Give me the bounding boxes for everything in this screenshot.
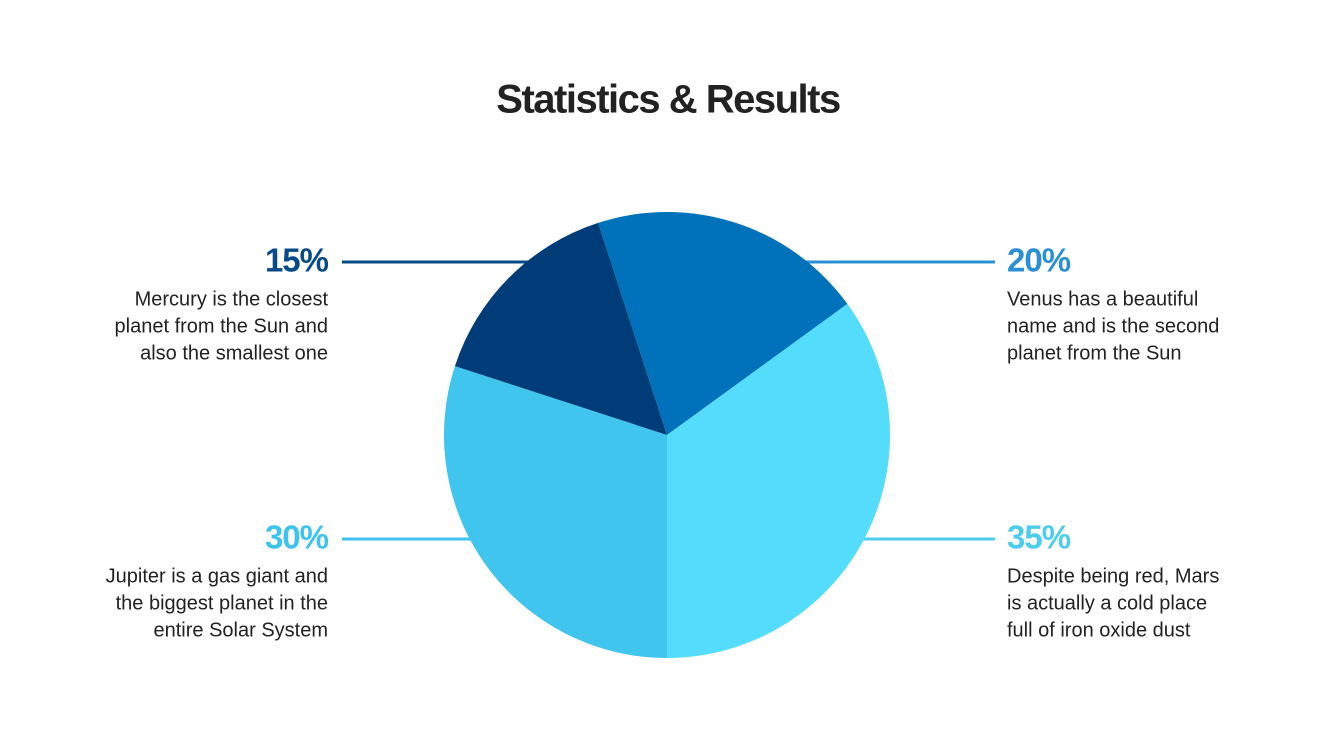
description: Venus has a beautiful: [1007, 288, 1198, 310]
labels: 20% Venus has a beautiful name and is the …: [106, 242, 1220, 642]
description: name and is the second: [1007, 315, 1219, 337]
value-label: 30%: [265, 519, 329, 556]
description: full of iron oxide dust: [1007, 619, 1191, 641]
description: Mercury is the closest: [135, 288, 329, 310]
value-label: 15%: [265, 242, 329, 279]
description: entire Solar System: [153, 619, 328, 641]
description: Despite being red, Mars: [1007, 565, 1219, 587]
pie: [443, 212, 891, 658]
pie-slice: [443, 366, 667, 658]
pie-slice: [598, 212, 848, 435]
pie-slice: [454, 222, 667, 435]
description: planet from the Sun and: [115, 315, 328, 337]
description: also the smallest one: [140, 342, 328, 364]
description: Jupiter is a gas giant and: [106, 565, 328, 587]
description: the biggest planet in the: [116, 592, 328, 614]
pie-slice: [667, 303, 891, 658]
value-label: 35%: [1007, 519, 1071, 556]
chart-title: Statistics & Results: [496, 78, 840, 122]
value-label: 20%: [1007, 242, 1071, 279]
description: is actually a cold place: [1007, 592, 1207, 614]
description: planet from the Sun: [1007, 342, 1182, 364]
